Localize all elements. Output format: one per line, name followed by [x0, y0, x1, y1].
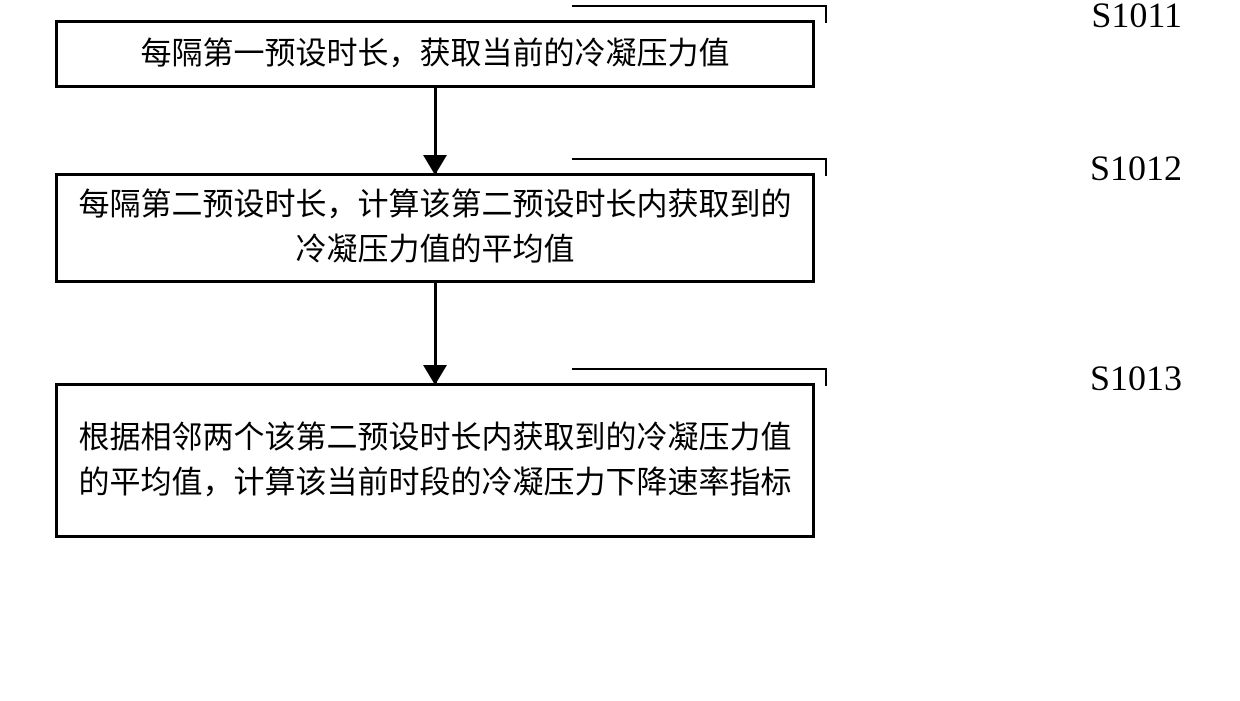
- step-2-label: S1012: [1090, 147, 1182, 189]
- step-2-connector: [572, 158, 827, 176]
- step-3-connector: [572, 368, 827, 386]
- step-3-text: 根据相邻两个该第二预设时长内获取到的冷凝压力值的平均值，计算该当前时段的冷凝压力…: [78, 416, 792, 506]
- arrow-1: [434, 88, 437, 173]
- arrow-2: [434, 283, 437, 383]
- step-2-text: 每隔第二预设时长，计算该第二预设时长内获取到的冷凝压力值的平均值: [78, 183, 792, 273]
- step-3-label: S1013: [1090, 357, 1182, 399]
- step-1-text: 每隔第一预设时长，获取当前的冷凝压力值: [141, 32, 730, 77]
- step-1-connector: [572, 5, 827, 23]
- flowchart-step-3: 根据相邻两个该第二预设时长内获取到的冷凝压力值的平均值，计算该当前时段的冷凝压力…: [55, 383, 815, 538]
- flowchart-step-2: 每隔第二预设时长，计算该第二预设时长内获取到的冷凝压力值的平均值 S1012: [55, 173, 815, 283]
- flowchart-container: 每隔第一预设时长，获取当前的冷凝压力值 S1011 每隔第二预设时长，计算该第二…: [55, 20, 1185, 538]
- flowchart-step-1: 每隔第一预设时长，获取当前的冷凝压力值 S1011: [55, 20, 815, 88]
- step-1-label: S1011: [1091, 0, 1182, 36]
